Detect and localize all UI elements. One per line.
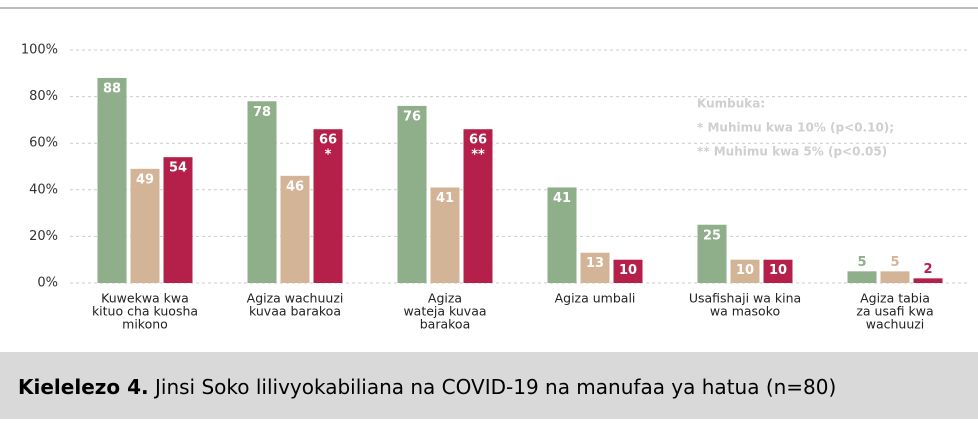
value-label: 5 bbox=[857, 255, 866, 270]
value-label: 78 bbox=[253, 105, 271, 120]
x-tick-label: Usafishaji wa kina bbox=[689, 291, 801, 306]
bar bbox=[913, 278, 943, 283]
note: * Muhimu kwa 10% (p<0.10); bbox=[697, 121, 894, 135]
note: ** Muhimu kwa 5% (p<0.05) bbox=[697, 145, 887, 159]
bar bbox=[463, 129, 493, 283]
x-tick-label: Kuwekwa kwa bbox=[101, 291, 189, 306]
y-tick-label: 60% bbox=[29, 136, 58, 151]
bar bbox=[280, 175, 310, 283]
y-tick-label: 100% bbox=[21, 43, 58, 58]
value-label: 10 bbox=[619, 263, 637, 278]
value-label: 10 bbox=[736, 263, 754, 278]
bar bbox=[397, 105, 427, 283]
bar bbox=[580, 252, 610, 283]
y-tick-label: 40% bbox=[29, 182, 58, 197]
bar bbox=[430, 187, 460, 283]
value-label: 25 bbox=[703, 228, 721, 243]
x-tick-label: Agiza bbox=[428, 291, 462, 306]
bar bbox=[547, 187, 577, 283]
y-tick-label: 0% bbox=[37, 276, 58, 291]
value-label: 10 bbox=[769, 263, 787, 278]
bar bbox=[730, 259, 760, 283]
caption: Kielelezo 4. Jinsi Soko lilivyokabiliana… bbox=[18, 375, 836, 399]
x-tick-label: mikono bbox=[122, 317, 168, 332]
y-tick-label: 80% bbox=[29, 89, 58, 104]
x-tick-label: wateja kuvaa bbox=[403, 304, 486, 319]
value-label: 66 bbox=[319, 133, 337, 148]
value-label: 46 bbox=[286, 179, 304, 194]
caption-label: Kielelezo 4. bbox=[18, 375, 149, 399]
bar bbox=[97, 77, 127, 284]
value-label: 41 bbox=[553, 191, 571, 206]
significance-label: * bbox=[325, 148, 332, 163]
x-tick-label: wa masoko bbox=[710, 304, 780, 319]
x-tick-label: Agiza wachuuzi bbox=[247, 291, 344, 306]
bar bbox=[163, 157, 193, 283]
value-label: 2 bbox=[923, 262, 932, 277]
value-label: 41 bbox=[436, 191, 454, 206]
caption-text: Jinsi Soko lilivyokabiliana na COVID-19 … bbox=[149, 375, 837, 399]
bar bbox=[613, 259, 643, 283]
x-tick-label: kituo cha kuosha bbox=[92, 304, 198, 319]
x-tick-label: Agiza umbali bbox=[555, 291, 636, 306]
value-label: 54 bbox=[169, 161, 187, 176]
caption-band bbox=[0, 352, 978, 419]
bar bbox=[130, 168, 160, 283]
x-tick-label: Agiza tabia bbox=[860, 291, 930, 306]
significance-label: ** bbox=[471, 148, 485, 163]
bar bbox=[847, 271, 877, 283]
note: Kumbuka: bbox=[697, 97, 765, 111]
x-tick-label: wachuuzi bbox=[866, 317, 925, 332]
value-label: 76 bbox=[403, 109, 421, 124]
bar bbox=[880, 271, 910, 283]
value-label: 5 bbox=[890, 255, 899, 270]
y-tick-label: 20% bbox=[29, 229, 58, 244]
bar bbox=[763, 259, 793, 283]
value-label: 13 bbox=[586, 256, 604, 271]
bar bbox=[247, 101, 277, 283]
value-label: 49 bbox=[136, 172, 154, 187]
bar bbox=[313, 129, 343, 283]
x-tick-label: za usafi kwa bbox=[856, 304, 933, 319]
value-label: 66 bbox=[469, 133, 487, 148]
value-label: 88 bbox=[103, 81, 121, 96]
x-tick-label: kuvaa barakoa bbox=[249, 304, 341, 319]
bar bbox=[697, 224, 727, 283]
x-tick-label: barakoa bbox=[420, 317, 471, 332]
